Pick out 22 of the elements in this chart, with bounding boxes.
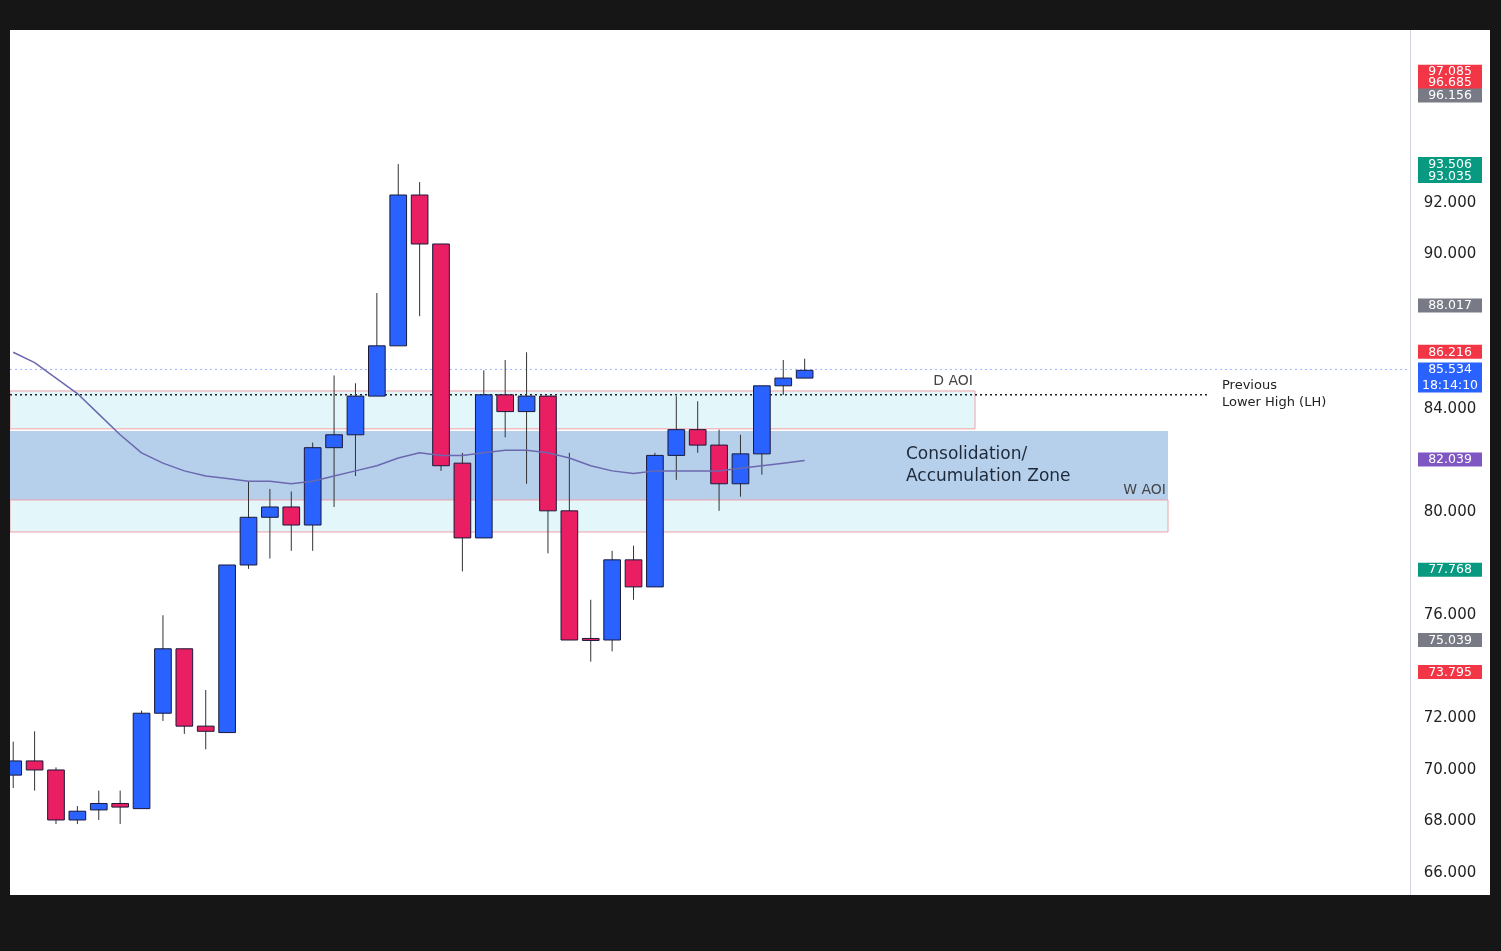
band-label: W AOI — [1123, 480, 1166, 497]
y-tick-label: 88.017 — [1428, 297, 1472, 313]
y-tick-label: 84.000 — [1423, 398, 1477, 417]
band-label: D AOI — [933, 371, 973, 388]
ref-line-label: Previous Lower High (LH) — [1222, 377, 1327, 410]
y-tick-label: 75.039 — [1428, 631, 1472, 647]
y-tick-label: 86.216 — [1428, 343, 1472, 359]
band-label: Consolidation/ Accumulation Zone — [906, 442, 1071, 485]
y-tick-label: 76.000 — [1423, 605, 1477, 624]
y-tick-label: 73.795 — [1428, 663, 1472, 679]
y-tick-label: 82.039 — [1428, 451, 1472, 467]
y-tick-label: 70.000 — [1423, 759, 1477, 778]
y-tick-label: 72.000 — [1423, 708, 1477, 727]
y-tick-label: 90.000 — [1423, 244, 1477, 263]
y-tick-label: 66.000 — [1423, 862, 1477, 881]
y-tick-label: 68.000 — [1423, 811, 1477, 830]
candlestick — [496, 359, 515, 438]
y-tick-label: 77.768 — [1428, 561, 1472, 577]
ref-line-label: 85.534 18:14:10 — [1421, 361, 1479, 393]
y-tick-label: 92.000 — [1423, 192, 1477, 211]
y-tick-label: 80.000 — [1423, 502, 1477, 521]
y-tick-label: 96.156 — [1428, 87, 1472, 103]
